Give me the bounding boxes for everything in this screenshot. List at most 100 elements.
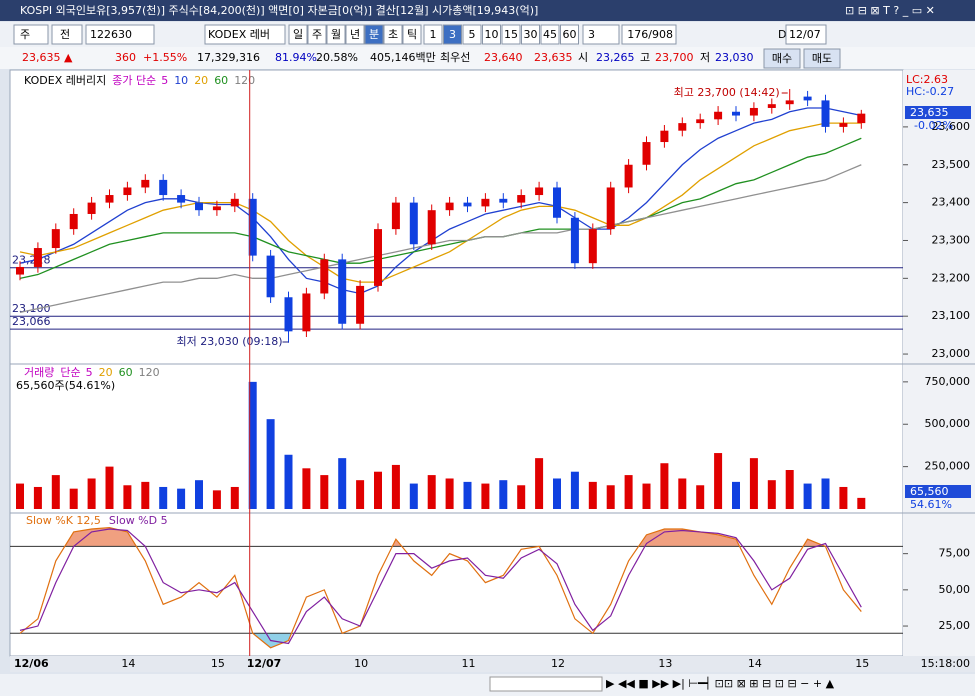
quote-item: 405,146백만 (370, 51, 436, 64)
volume-bar (499, 480, 508, 509)
volume-bar (624, 475, 633, 509)
volume-bar (159, 486, 168, 509)
control-box[interactable] (540, 24, 560, 45)
x-tick-label: 13 (658, 657, 672, 670)
volume-bar (678, 478, 687, 509)
y-tick-label: 75,00 (939, 547, 971, 560)
candle-body (69, 213, 78, 230)
y-tick-label: 23,000 (932, 347, 971, 360)
candle-body (248, 198, 257, 256)
x-tick-label: 14 (748, 657, 762, 670)
side-label: -0.02% (914, 119, 953, 132)
period-button: 틱 (407, 28, 417, 41)
control-box[interactable] (326, 24, 346, 45)
candle-body (767, 104, 776, 108)
candle-body (839, 123, 848, 127)
volume-bar (606, 485, 615, 509)
candle-body (105, 195, 114, 203)
control-box[interactable] (423, 24, 443, 45)
volume-bar (230, 486, 239, 509)
candle-body (284, 297, 293, 332)
legend-period: 120 (139, 366, 160, 379)
control-box[interactable] (85, 24, 155, 45)
volume-bar (51, 475, 60, 509)
volume-bar (749, 458, 758, 509)
volume-bar (338, 458, 347, 509)
volume-bar (660, 463, 669, 509)
candle-body (16, 266, 24, 275)
control-box[interactable] (364, 24, 384, 45)
control-box[interactable] (204, 24, 286, 45)
period-button: 일 (293, 27, 303, 41)
x-tick-label: 12 (551, 657, 565, 670)
candle-body (696, 119, 705, 124)
control-box[interactable] (383, 24, 403, 45)
name: KODEX 레버 (208, 28, 270, 41)
y-tick-label: 250,000 (925, 460, 971, 473)
legend-label: 종가 단순 (112, 74, 156, 87)
control-box[interactable] (763, 48, 801, 69)
control-box[interactable] (803, 48, 841, 69)
volume-bar (857, 497, 866, 509)
volume-bar (33, 486, 42, 509)
mode: 전 (60, 28, 70, 41)
legend-name: 거래량 (24, 366, 54, 379)
quote-item: 최우선 (440, 51, 470, 64)
control-box[interactable] (560, 24, 579, 45)
volume-bar (195, 480, 203, 509)
volume-bar (732, 481, 740, 509)
candle-body (356, 285, 365, 324)
control-box[interactable] (482, 24, 501, 45)
date-flag: D (778, 28, 786, 41)
order-button: 매도 (812, 52, 832, 65)
quote-item: 20.58% (316, 51, 358, 64)
legend-name: KODEX 레버리지 (24, 74, 106, 87)
volume-bar (839, 486, 848, 509)
control-box[interactable] (443, 24, 462, 45)
volume-bar (821, 478, 830, 509)
control-box[interactable] (785, 24, 827, 45)
y-tick-label: 23,300 (932, 233, 971, 246)
legend-entry: Slow %D 5 (109, 514, 168, 527)
x-tick-label: 15 (211, 657, 225, 670)
control-box[interactable] (288, 24, 308, 45)
y-tick-label: 23,100 (932, 309, 971, 322)
volume-bar (535, 458, 544, 509)
control-box[interactable] (621, 24, 677, 45)
candle-body (749, 107, 758, 116)
volume-bar (302, 468, 311, 509)
control-box[interactable] (582, 24, 620, 45)
period-button: 주 (312, 28, 322, 41)
control-box[interactable] (402, 24, 422, 45)
range: 176/908 (627, 28, 673, 41)
control-box[interactable] (13, 24, 49, 45)
x-tick-label: 15 (855, 657, 869, 670)
control-box[interactable] (521, 24, 540, 45)
quote-item: 81.94% (275, 51, 317, 64)
volume-bar (105, 466, 114, 509)
volume-bar (391, 464, 400, 509)
control-box[interactable] (345, 24, 365, 45)
legend-label: 단순 (60, 366, 80, 379)
scroll-area (0, 674, 975, 696)
control-box[interactable] (307, 24, 327, 45)
legend-period: 60 (214, 74, 228, 87)
scrollbar[interactable] (489, 676, 603, 692)
candle-body (87, 202, 96, 214)
candle-body (624, 164, 633, 188)
window-controls[interactable]: ⊡ ⊟ ⊠ T ? _ ▭ ✕ (845, 4, 935, 17)
date: 12/07 (789, 28, 821, 41)
scroll-controls[interactable]: ▶ ◀◀ ■ ▶▶ ▶| ⊢━┥ ⊡⊡ ⊠ ⊞ ⊟ ⊡ ⊟ − + ▲ (606, 676, 835, 690)
control-box[interactable] (51, 24, 83, 45)
stoch-line (19, 528, 862, 645)
legend-period: 5 (161, 74, 168, 87)
candle-body (159, 179, 168, 196)
candle-body (212, 206, 221, 211)
control-box[interactable] (462, 24, 482, 45)
control-box[interactable] (501, 24, 521, 45)
high-annotation: 최고 23,700 (14:42) (674, 86, 780, 99)
moving-average (19, 107, 862, 295)
volume-bar (803, 483, 812, 509)
